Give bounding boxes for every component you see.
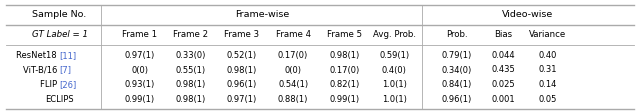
Text: 0.99(1): 0.99(1) bbox=[124, 95, 155, 104]
Text: 0.82(1): 0.82(1) bbox=[329, 80, 360, 89]
Text: 0.33(0): 0.33(0) bbox=[175, 51, 206, 60]
Text: Frame 2: Frame 2 bbox=[173, 30, 208, 39]
Text: 0(0): 0(0) bbox=[285, 66, 301, 74]
Text: 0.98(1): 0.98(1) bbox=[175, 95, 206, 104]
Text: 0.4(0): 0.4(0) bbox=[382, 66, 406, 74]
Text: 1.0(1): 1.0(1) bbox=[382, 95, 406, 104]
Text: [7]: [7] bbox=[60, 66, 72, 74]
Text: 0.88(1): 0.88(1) bbox=[278, 95, 308, 104]
Text: ViT-B/16: ViT-B/16 bbox=[22, 66, 60, 74]
Text: 0.98(1): 0.98(1) bbox=[227, 66, 257, 74]
Text: 0.98(1): 0.98(1) bbox=[175, 80, 206, 89]
Text: 0.435: 0.435 bbox=[491, 66, 515, 74]
Text: ResNet18: ResNet18 bbox=[16, 51, 60, 60]
Text: 0.79(1): 0.79(1) bbox=[442, 51, 472, 60]
Text: 0.96(1): 0.96(1) bbox=[442, 95, 472, 104]
Text: Sample No.: Sample No. bbox=[33, 10, 86, 19]
Text: 0.31: 0.31 bbox=[539, 66, 557, 74]
Text: 0.52(1): 0.52(1) bbox=[227, 51, 257, 60]
Text: [11]: [11] bbox=[60, 51, 77, 60]
Text: 0.14: 0.14 bbox=[539, 80, 557, 89]
Text: Prob.: Prob. bbox=[446, 30, 468, 39]
Text: 0.93(1): 0.93(1) bbox=[124, 80, 155, 89]
Text: 0.34(0): 0.34(0) bbox=[442, 66, 472, 74]
Text: 0.54(1): 0.54(1) bbox=[278, 80, 308, 89]
Text: 0.97(1): 0.97(1) bbox=[124, 51, 155, 60]
Text: 0.99(1): 0.99(1) bbox=[329, 95, 360, 104]
Text: 0.05: 0.05 bbox=[539, 95, 557, 104]
Text: Frame 4: Frame 4 bbox=[276, 30, 310, 39]
Text: [26]: [26] bbox=[60, 80, 77, 89]
Text: 0.40: 0.40 bbox=[539, 51, 557, 60]
Text: Frame 1: Frame 1 bbox=[122, 30, 157, 39]
Text: 0.84(1): 0.84(1) bbox=[442, 80, 472, 89]
Text: Frame-wise: Frame-wise bbox=[235, 10, 289, 19]
Text: 0.17(0): 0.17(0) bbox=[329, 66, 360, 74]
Text: 1.0(1): 1.0(1) bbox=[382, 80, 406, 89]
Text: Avg. Prob.: Avg. Prob. bbox=[372, 30, 416, 39]
Text: Video-wise: Video-wise bbox=[502, 10, 554, 19]
Text: Frame 5: Frame 5 bbox=[327, 30, 362, 39]
Text: 0.96(1): 0.96(1) bbox=[227, 80, 257, 89]
Text: Bias: Bias bbox=[494, 30, 512, 39]
Text: 0.025: 0.025 bbox=[492, 80, 515, 89]
Text: 0.98(1): 0.98(1) bbox=[329, 51, 360, 60]
Text: 0.55(1): 0.55(1) bbox=[175, 66, 206, 74]
Text: GT Label = 1: GT Label = 1 bbox=[31, 30, 88, 39]
Text: 0.59(1): 0.59(1) bbox=[379, 51, 410, 60]
Text: 0.044: 0.044 bbox=[492, 51, 515, 60]
Text: Variance: Variance bbox=[529, 30, 566, 39]
Text: 0.001: 0.001 bbox=[492, 95, 515, 104]
Text: ECLIPS: ECLIPS bbox=[45, 95, 74, 104]
Text: Frame 3: Frame 3 bbox=[225, 30, 259, 39]
Text: 0(0): 0(0) bbox=[131, 66, 148, 74]
Text: 0.17(0): 0.17(0) bbox=[278, 51, 308, 60]
Text: FLIP: FLIP bbox=[40, 80, 60, 89]
Text: 0.97(1): 0.97(1) bbox=[227, 95, 257, 104]
